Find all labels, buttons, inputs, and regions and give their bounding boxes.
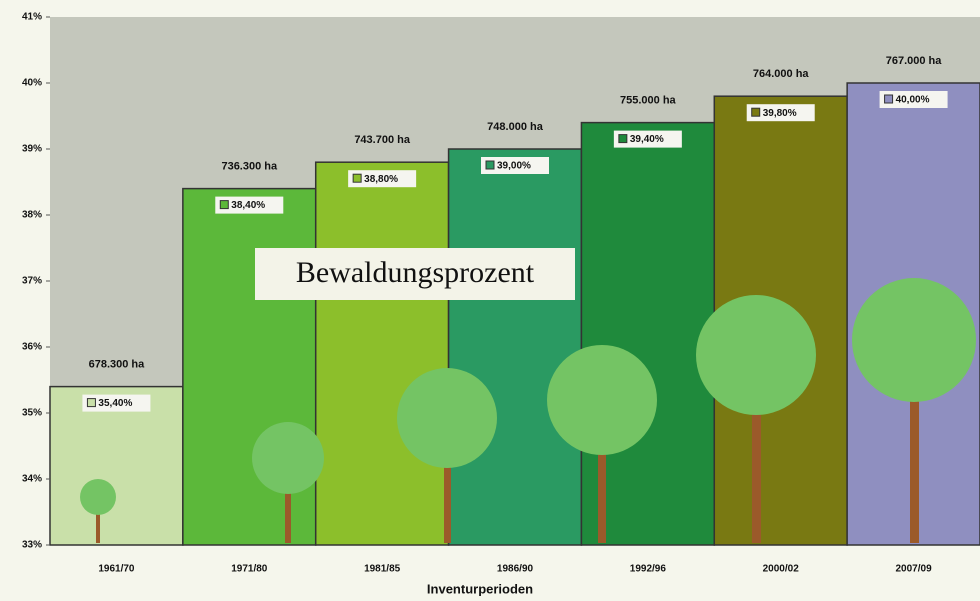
x-axis-label: Inventurperioden (427, 581, 533, 596)
bar (49, 385, 184, 546)
area-label: 764.000 ha (753, 68, 810, 80)
x-tick-label: 2000/02 (763, 564, 800, 575)
value-label: 38,40% (231, 200, 265, 211)
y-tick-label: 36% (22, 342, 42, 353)
value-label-box (879, 91, 948, 108)
value-label-key (485, 160, 495, 170)
bar (314, 161, 450, 546)
tree (397, 368, 497, 543)
y-tick-label: 39% (22, 144, 42, 155)
area-label: 743.700 ha (354, 134, 411, 146)
value-label-key (884, 94, 894, 104)
x-tick-label: 1971/80 (231, 564, 268, 575)
x-tick-label: 2007/09 (895, 564, 932, 575)
value-label: 39,00% (497, 161, 531, 172)
area-label: 736.300 ha (221, 161, 278, 173)
value-label-box (613, 130, 682, 148)
trees (80, 278, 976, 543)
value-label-key (219, 200, 229, 210)
tree (547, 345, 657, 543)
area-label: 748.000 ha (487, 121, 544, 133)
value-label: 39,80% (763, 108, 797, 119)
x-tick-label: 1981/85 (364, 564, 401, 575)
y-tick-label: 38% (22, 210, 42, 221)
y-tick-label: 40% (22, 78, 42, 89)
value-label-key (751, 107, 761, 117)
value-label-box (82, 394, 151, 412)
y-tick-label: 35% (22, 408, 42, 419)
title-box (255, 248, 575, 300)
value-label: 38,80% (364, 174, 398, 185)
value-label-box (746, 104, 815, 122)
y-tick-label: 41% (22, 12, 42, 23)
x-tick-label: 1961/70 (98, 564, 135, 575)
chart-title: Bewaldungsprozent (296, 256, 535, 289)
value-label-key (86, 398, 96, 408)
labels: 678.300 ha 35,40% 736.300 ha 38,40% 743.700 … (82, 55, 948, 412)
tree (252, 422, 324, 543)
value-label-key (352, 173, 362, 183)
value-label: 39,40% (630, 134, 664, 145)
tree (852, 278, 976, 543)
area-label: 678.300 ha (89, 359, 146, 371)
value-label-box (215, 196, 284, 214)
tree (696, 295, 816, 543)
bar (447, 148, 583, 546)
x-tick-label: 1986/90 (497, 564, 534, 575)
area-label: 767.000 ha (886, 55, 943, 67)
tree (80, 479, 116, 543)
area-label: 755.000 ha (620, 95, 677, 107)
x-tick-label: 1992/96 (630, 564, 667, 575)
y-tick-label: 37% (22, 276, 42, 287)
value-label-box (481, 157, 549, 174)
value-label: 35,40% (98, 398, 132, 409)
y-tick-label: 34% (22, 474, 42, 485)
value-label-box (348, 170, 417, 188)
value-label-key (618, 134, 628, 144)
y-tick-label: 33% (22, 540, 42, 551)
value-label: 40,00% (896, 95, 930, 106)
